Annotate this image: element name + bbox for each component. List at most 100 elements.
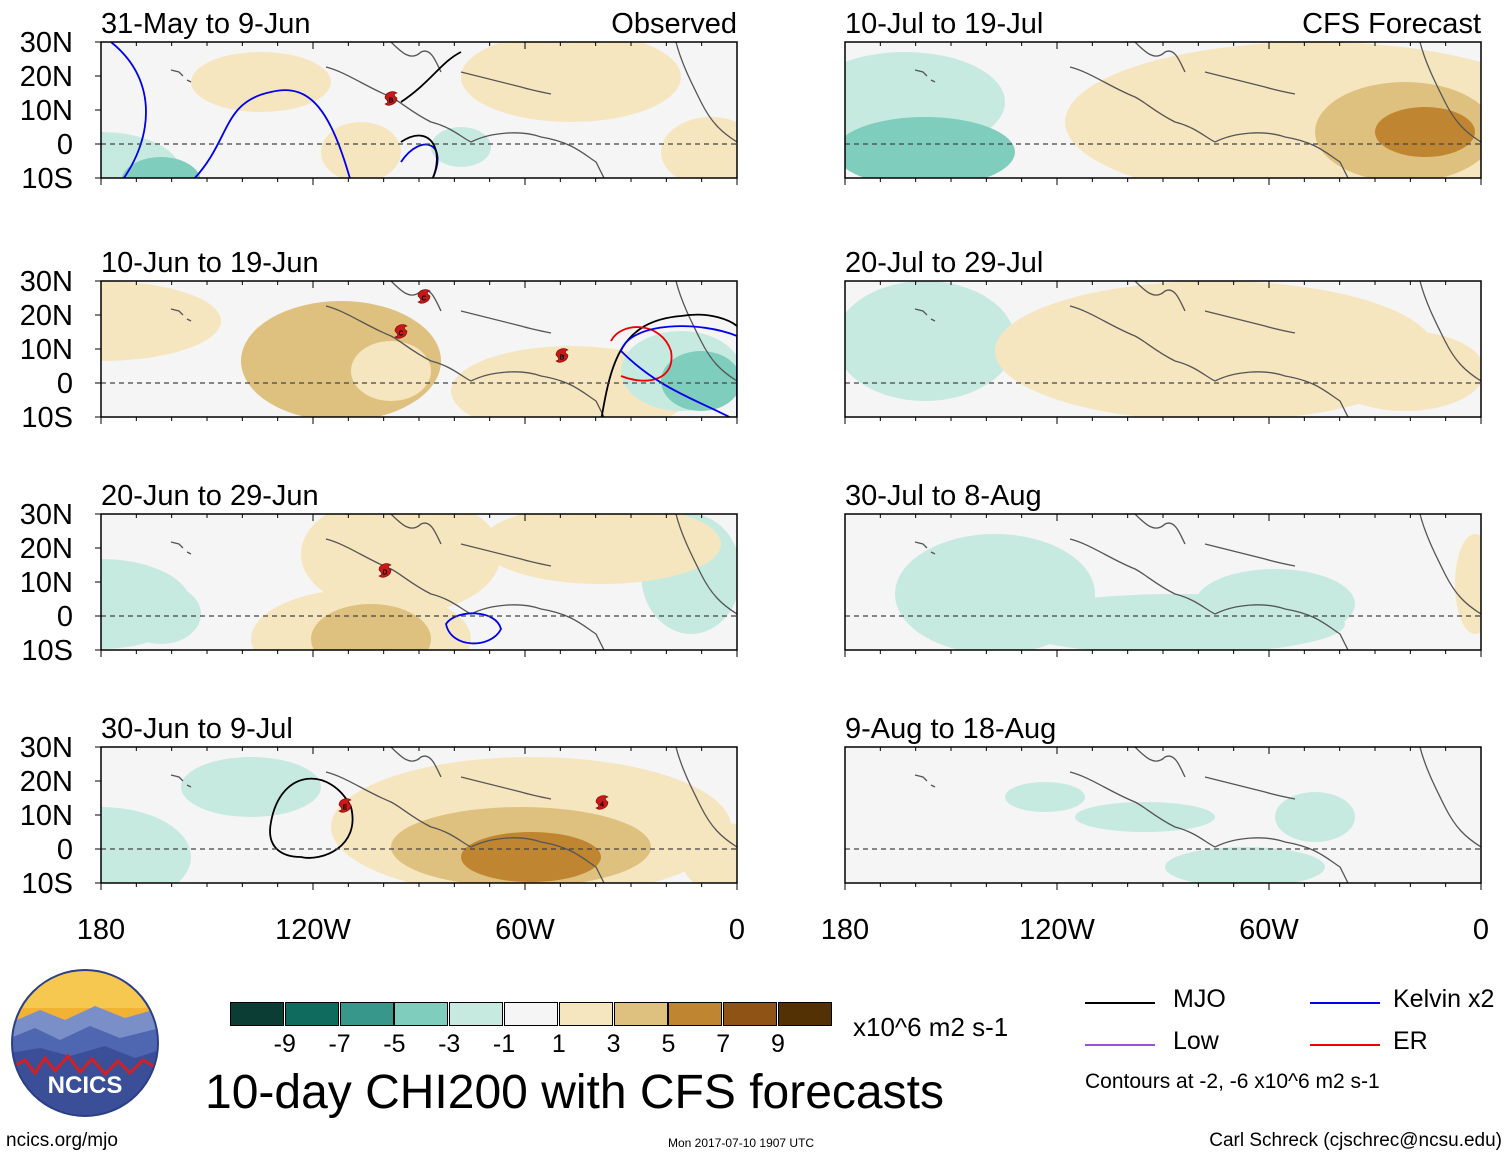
colorbar-swatch (394, 1002, 449, 1026)
field-shading (1165, 847, 1325, 883)
colorbar-label: 9 (771, 1030, 785, 1058)
timestamp: Mon 2017-07-10 1907 UTC (668, 1136, 815, 1150)
coastline (914, 514, 1481, 650)
colorbar-swatch (668, 1002, 723, 1026)
y-tick-label: 20N (20, 300, 73, 332)
panel-1-3: 9-Aug to 18-Aug (844, 713, 1482, 890)
field-shading (845, 281, 1015, 401)
y-tick-label: 10N (20, 334, 73, 366)
colorbar-label: 3 (606, 1030, 621, 1058)
storm-label: D (382, 570, 387, 577)
contour-line (193, 89, 351, 178)
contour-line (600, 313, 737, 417)
y-tick-label: 0 (57, 834, 73, 866)
y-tick-label: 20N (20, 61, 73, 93)
panel-period-label: 30-Jul to 8-Aug (845, 480, 1042, 512)
legend-label: MJO (1173, 985, 1226, 1013)
panel-period-label: 10-Jul to 19-Jul (845, 8, 1043, 40)
colorbar-label: -9 (273, 1030, 296, 1058)
colorbar-label: 1 (551, 1030, 566, 1058)
y-tick-label: 10N (20, 95, 73, 127)
panel-period-label: 10-Jun to 19-Jun (101, 247, 319, 279)
y-tick-label: 10S (21, 402, 73, 434)
field-shading (845, 117, 1015, 178)
storm-label: C (421, 296, 426, 303)
contour-line (269, 777, 354, 859)
storm-marker: E (338, 798, 352, 813)
colorbar-label: 7 (716, 1030, 731, 1058)
coastline (170, 514, 737, 650)
colorbar-swatch (613, 1002, 668, 1026)
field-shading (1005, 782, 1085, 812)
y-tick-label: 0 (57, 601, 73, 633)
colorbar-label: -3 (438, 1030, 461, 1058)
panel-period-label: 20-Jun to 29-Jun (101, 480, 319, 512)
colorbar-swatch (558, 1002, 613, 1026)
contour-note: Contours at -2, -6 x10^6 m2 s-1 (1085, 1070, 1380, 1093)
panel-period-label: 20-Jul to 29-Jul (845, 247, 1043, 279)
coastline (170, 747, 737, 883)
storm-marker: C (394, 324, 408, 339)
colorbar-label: -1 (492, 1030, 516, 1058)
legend-label: Kelvin x2 (1393, 985, 1495, 1013)
y-tick-label: 10N (20, 800, 73, 832)
field-shading (301, 514, 501, 614)
storm-marker: C (417, 289, 431, 304)
panel-1-0: 10-Jul to 19-Jul CFS Forecast (844, 8, 1482, 185)
coastline (914, 42, 1481, 178)
colorbar-label: 5 (661, 1030, 676, 1058)
column-header: Observed (611, 8, 737, 40)
field-shading (1455, 534, 1481, 634)
storm-label: E (343, 805, 348, 812)
storm-marker: 4 (595, 795, 609, 810)
contour-line (110, 42, 147, 178)
x-tick-label: 120W (275, 914, 351, 946)
x-tick-label: 120W (1019, 914, 1095, 946)
y-tick-label: 30N (20, 499, 73, 531)
field-shading (321, 122, 401, 178)
y-tick-label: 10S (21, 635, 73, 667)
field-shading (101, 807, 191, 883)
site-link[interactable]: ncics.org/mjo (6, 1130, 118, 1151)
panel-1-1: 20-Jul to 29-Jul (844, 247, 1482, 424)
colorbar-swatch (504, 1002, 558, 1026)
colorbar-units: x10^6 m2 s-1 (853, 1012, 1009, 1042)
field-shading (661, 351, 737, 411)
y-tick-label: 30N (20, 266, 73, 298)
colorbar-swatch (230, 1002, 284, 1026)
x-tick-label: 180 (77, 914, 125, 946)
field-shading (121, 157, 201, 178)
figure-title: 10-day CHI200 with CFS forecasts (205, 1066, 944, 1119)
legend-label: ER (1393, 1027, 1428, 1055)
panel-1-2: 30-Jul to 8-Aug (844, 480, 1482, 657)
field-shading (681, 822, 737, 883)
storm-marker: B (384, 91, 398, 106)
colorbar-swatch (339, 1002, 394, 1026)
colorbar-swatch (778, 1002, 832, 1026)
field-shading (1325, 331, 1481, 411)
contour-line (400, 134, 438, 178)
storm-label: C (398, 331, 403, 338)
y-tick-label: 10N (20, 567, 73, 599)
column-header: CFS Forecast (1302, 8, 1481, 40)
storm-label: B (388, 98, 393, 105)
contour-line (620, 325, 737, 417)
legend-swatch (1310, 1002, 1380, 1004)
field-shading (431, 127, 491, 167)
x-tick-label: 0 (729, 914, 745, 946)
colorbar-swatch (449, 1002, 504, 1026)
legend-swatch (1310, 1044, 1380, 1046)
author-credit: Carl Schreck (cjschrec@ncsu.edu) (1209, 1130, 1502, 1151)
field-shading (661, 117, 737, 178)
field-shading (1195, 569, 1355, 639)
storm-label: B (559, 355, 564, 362)
storm-label: 4 (600, 802, 604, 809)
y-tick-label: 10S (21, 163, 73, 195)
y-tick-label: 0 (57, 129, 73, 161)
y-tick-label: 0 (57, 368, 73, 400)
panel-period-label: 9-Aug to 18-Aug (845, 713, 1056, 745)
y-tick-label: 30N (20, 732, 73, 764)
